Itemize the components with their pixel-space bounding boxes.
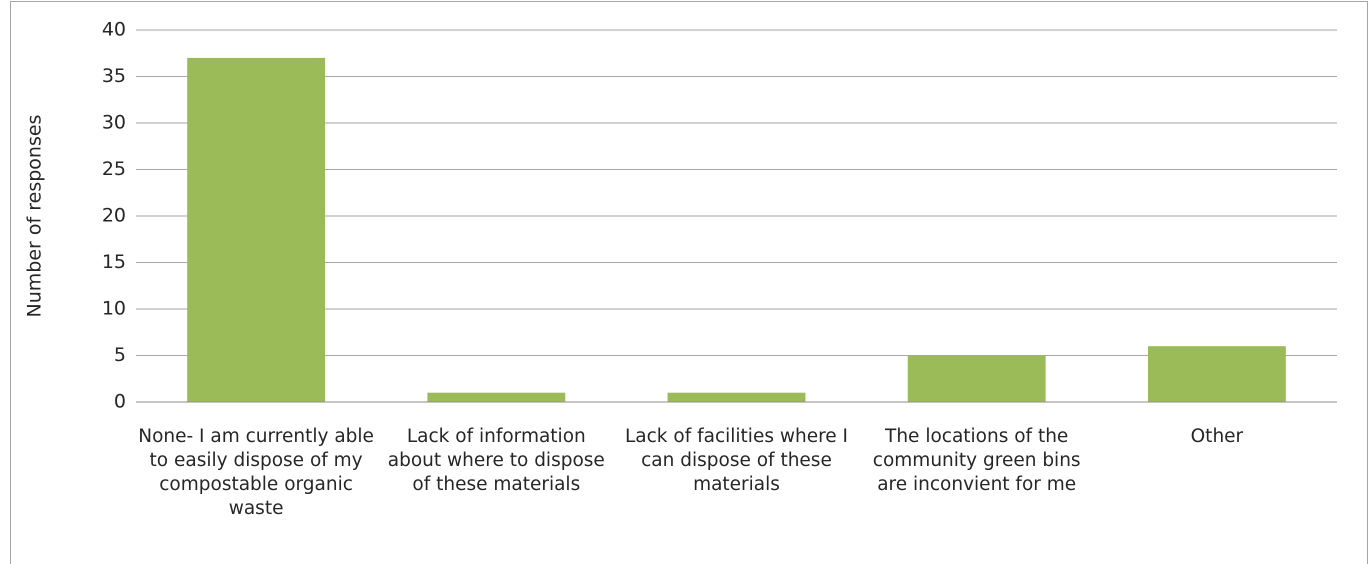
x-tick-label: Lack of facilities where I can dispose o… — [624, 426, 848, 495]
bar — [427, 392, 566, 402]
y-tick-label: 25 — [102, 158, 126, 180]
y-tick-label: 10 — [102, 298, 126, 320]
y-tick-label: 0 — [114, 391, 126, 413]
y-tick-label: 20 — [102, 205, 126, 227]
y-tick-label: 5 — [114, 344, 126, 366]
y-tick-label: 35 — [102, 65, 126, 87]
chart-border — [10, 1, 1368, 564]
bar — [667, 392, 806, 402]
y-tick-label: 30 — [102, 112, 126, 134]
bar — [1147, 346, 1286, 402]
y-axis-title: Number of responses — [24, 115, 46, 318]
y-tick-label: 15 — [102, 251, 126, 273]
x-tick-label: Other — [1190, 426, 1244, 447]
y-tick-label: 40 — [102, 19, 126, 41]
x-tick-label: The locations of the community green bin… — [872, 426, 1081, 495]
bar — [187, 57, 326, 403]
x-tick-label: Lack of information about where to dispo… — [387, 426, 605, 495]
x-tick-label: None- I am currently able to easily disp… — [138, 426, 374, 519]
bar — [907, 355, 1046, 402]
